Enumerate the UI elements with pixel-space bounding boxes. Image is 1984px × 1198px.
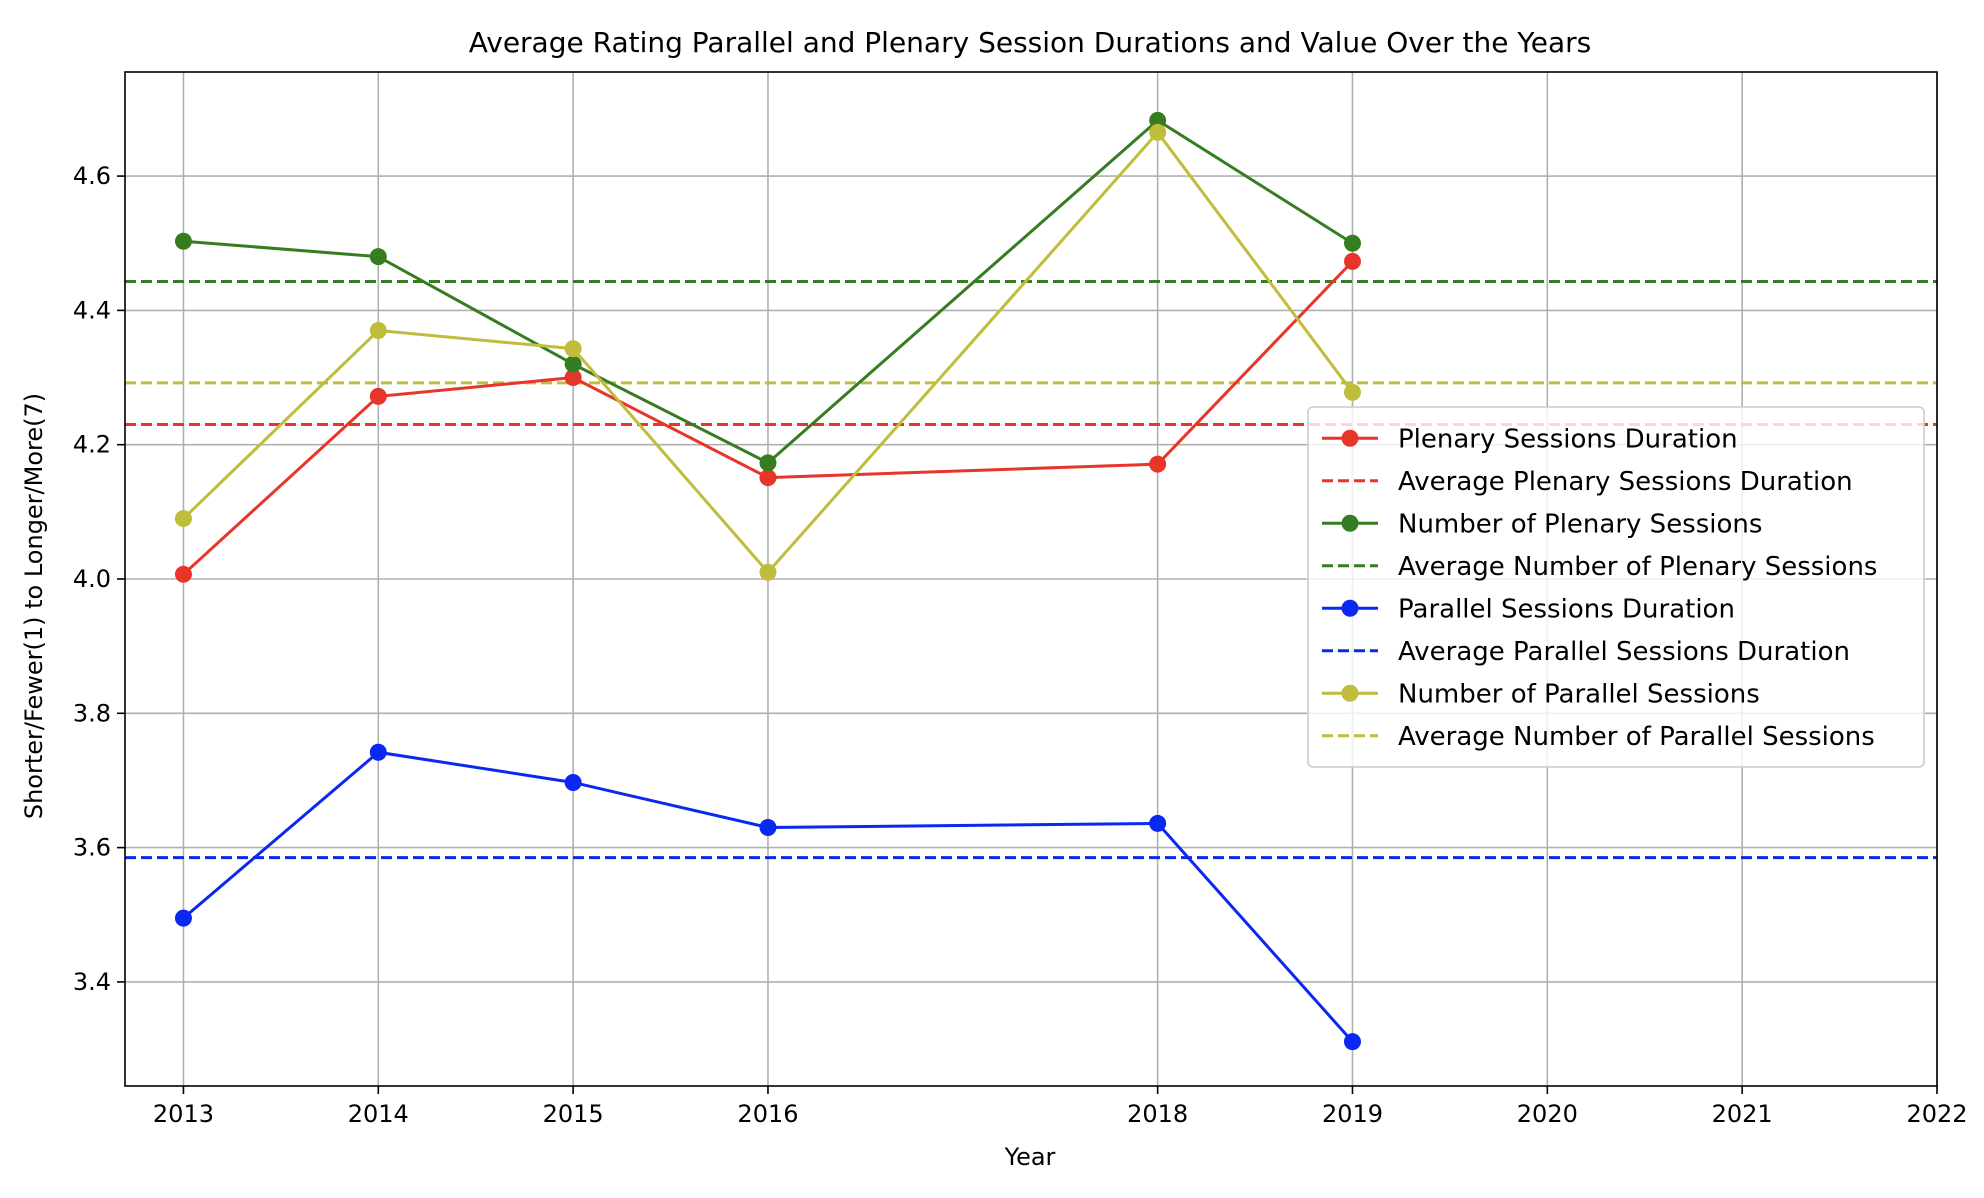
legend-item-parallel-sessions-duration: Parallel Sessions Duration: [1322, 594, 1735, 624]
series-line-plenary-sessions-duration: [182, 260, 1354, 576]
x-tick-label-2014: 2014: [348, 1100, 409, 1128]
data-point-number-of-parallel-sessions-2016: [759, 563, 777, 581]
data-point-number-of-parallel-sessions-2019: [1343, 383, 1361, 401]
data-point-number-of-plenary-sessions-2013: [174, 232, 192, 250]
legend-label-plenary-sessions-duration: Plenary Sessions Duration: [1398, 424, 1738, 454]
data-point-number-of-plenary-sessions-2014: [369, 248, 387, 266]
data-point-parallel-sessions-duration-2016: [759, 818, 777, 836]
data-point-plenary-sessions-duration-2018: [1149, 455, 1167, 473]
legend-label-parallel-sessions-duration: Parallel Sessions Duration: [1398, 594, 1735, 624]
legend-item-number-of-plenary-sessions: Number of Plenary Sessions: [1322, 509, 1762, 539]
legend-marker-number-of-parallel-sessions: [1341, 684, 1359, 702]
legend-label-number-of-plenary-sessions: Number of Plenary Sessions: [1398, 509, 1762, 539]
x-tick-label-2015: 2015: [543, 1100, 604, 1128]
y-tick-label-3-8: 3.8: [73, 699, 111, 727]
series-parallel-sessions-duration: [174, 743, 1361, 1051]
data-point-plenary-sessions-duration-2015: [564, 369, 582, 387]
series-line-parallel-sessions-duration: [182, 750, 1354, 1043]
y-tick-label-4-2: 4.2: [73, 431, 111, 459]
legend-item-average-plenary-sessions-duration: Average Plenary Sessions Duration: [1322, 467, 1853, 497]
data-series: [174, 111, 1361, 1051]
series-number-of-plenary-sessions: [174, 111, 1361, 472]
series-plenary-sessions-duration: [174, 252, 1361, 583]
y-axis-label: Shorter/Fewer(1) to Longer/More(7): [20, 393, 48, 819]
data-point-plenary-sessions-duration-2019: [1343, 252, 1361, 270]
x-tick-label-2021: 2021: [1712, 1100, 1773, 1128]
data-point-parallel-sessions-duration-2018: [1149, 814, 1167, 832]
legend-marker-plenary-sessions-duration: [1341, 429, 1359, 447]
data-point-number-of-plenary-sessions-2016: [759, 454, 777, 472]
y-tick-label-3-6: 3.6: [73, 834, 111, 862]
axis-ticks: 2013 2014 2015 2016 2018 2019 2020 2021 2022 3.4 3…: [73, 162, 1968, 1128]
data-point-number-of-plenary-sessions-2018: [1149, 111, 1167, 129]
x-axis-label: Year: [1004, 1143, 1056, 1171]
series-line-number-of-plenary-sessions: [183, 118, 1354, 465]
series-line-number-of-parallel-sessions: [182, 130, 1354, 574]
x-tick-label-2018: 2018: [1127, 1100, 1188, 1128]
legend-label-number-of-parallel-sessions: Number of Parallel Sessions: [1398, 679, 1760, 709]
y-tick-label-3-4: 3.4: [73, 968, 111, 996]
x-tick-label-2022: 2022: [1906, 1100, 1967, 1128]
x-tick-label-2019: 2019: [1322, 1100, 1383, 1128]
legend-label-average-number-of-parallel-sessions: Average Number of Parallel Sessions: [1398, 722, 1875, 752]
data-point-parallel-sessions-duration-2019: [1343, 1033, 1361, 1051]
y-tick-label-4-4: 4.4: [73, 296, 111, 324]
legend-label-average-parallel-sessions-duration: Average Parallel Sessions Duration: [1398, 637, 1850, 667]
data-point-plenary-sessions-duration-2014: [369, 387, 387, 405]
chart-title: Average Rating Parallel and Plenary Sess…: [469, 26, 1592, 59]
x-tick-label-2020: 2020: [1517, 1100, 1578, 1128]
data-point-number-of-parallel-sessions-2015: [564, 340, 582, 358]
series-number-of-parallel-sessions: [174, 123, 1361, 581]
x-tick-label-2013: 2013: [153, 1100, 214, 1128]
data-point-parallel-sessions-duration-2013: [174, 909, 192, 927]
legend-item-average-number-of-parallel-sessions: Average Number of Parallel Sessions: [1322, 722, 1875, 752]
data-point-number-of-plenary-sessions-2015: [564, 355, 582, 373]
legend: Plenary Sessions Duration Average Plenary…: [1307, 406, 1925, 768]
legend-item-average-number-of-plenary-sessions: Average Number of Plenary Sessions: [1322, 552, 1877, 582]
data-point-parallel-sessions-duration-2015: [564, 773, 582, 791]
legend-item-plenary-sessions-duration: Plenary Sessions Duration: [1322, 424, 1738, 454]
y-tick-label-4-6: 4.6: [73, 162, 111, 190]
data-point-parallel-sessions-duration-2014: [369, 743, 387, 761]
legend-item-average-parallel-sessions-duration: Average Parallel Sessions Duration: [1322, 637, 1850, 667]
data-point-number-of-parallel-sessions-2018: [1149, 123, 1167, 141]
data-point-number-of-plenary-sessions-2019: [1343, 234, 1361, 252]
legend-marker-number-of-plenary-sessions: [1341, 514, 1359, 532]
legend-box: [1307, 406, 1925, 768]
legend-label-average-number-of-plenary-sessions: Average Number of Plenary Sessions: [1398, 552, 1877, 582]
data-point-number-of-parallel-sessions-2014: [369, 322, 387, 340]
legend-item-number-of-parallel-sessions: Number of Parallel Sessions: [1322, 679, 1760, 709]
y-tick-label-4-0: 4.0: [73, 565, 111, 593]
data-point-number-of-parallel-sessions-2013: [174, 510, 192, 528]
data-point-plenary-sessions-duration-2016: [759, 469, 777, 487]
legend-label-average-plenary-sessions-duration: Average Plenary Sessions Duration: [1398, 467, 1853, 497]
x-tick-label-2016: 2016: [737, 1100, 798, 1128]
data-point-plenary-sessions-duration-2013: [174, 565, 192, 583]
legend-marker-parallel-sessions-duration: [1341, 599, 1359, 617]
